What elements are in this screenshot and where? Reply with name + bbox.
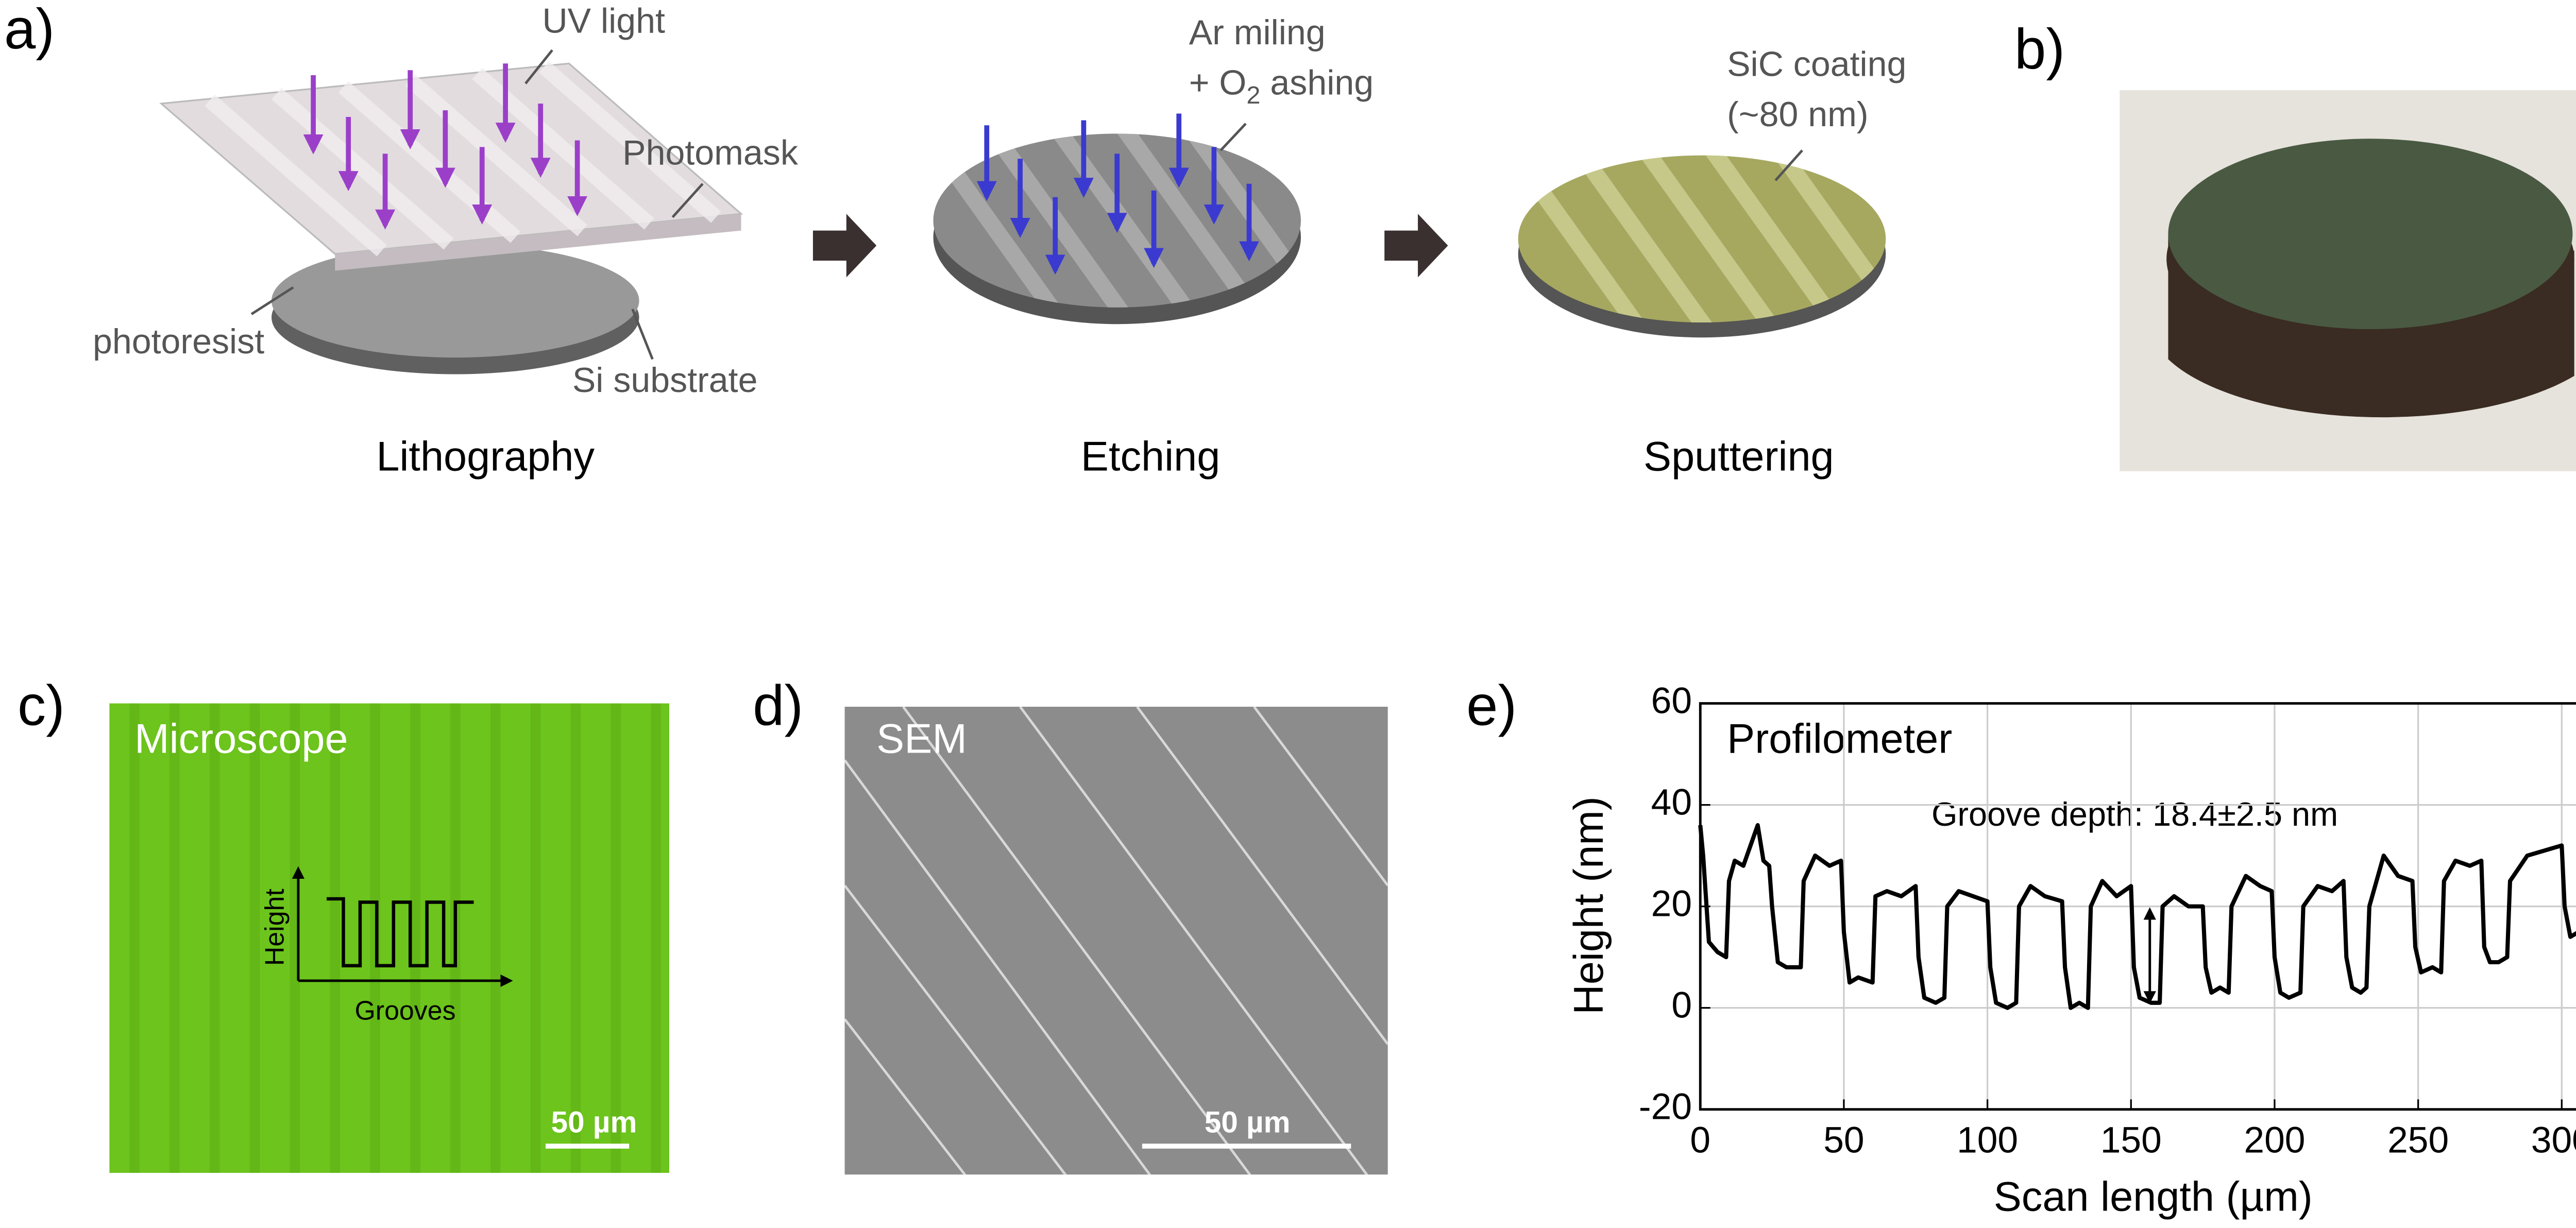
chart-title: Profilometer xyxy=(1727,716,1952,762)
x-tick-label: 300 xyxy=(2531,1119,2576,1161)
microscope-image xyxy=(109,703,669,1173)
step-label: Etching xyxy=(1081,433,1220,480)
inset-axis-label: Height xyxy=(259,889,289,966)
annotation: Photomask xyxy=(622,133,799,173)
sem-image xyxy=(844,707,1388,1175)
panel-label: c) xyxy=(18,674,65,738)
step-label: Lithography xyxy=(376,433,595,480)
image-title: Microscope xyxy=(134,716,348,762)
y-tick-label: 0 xyxy=(1671,985,1692,1026)
process-arrow xyxy=(812,214,877,278)
x-tick-label: 150 xyxy=(2100,1119,2162,1161)
subscript: 2 xyxy=(1246,81,1260,109)
image-title: SEM xyxy=(876,716,967,762)
y-tick-label: 60 xyxy=(1651,680,1692,721)
scale-bar-label: 50 µm xyxy=(551,1105,637,1139)
step-label: Sputtering xyxy=(1643,433,1834,480)
profile-line xyxy=(1698,823,2576,1010)
annotation-part: + O xyxy=(1189,63,1247,102)
x-axis-label: Scan length (µm) xyxy=(1994,1173,2313,1220)
chart-annotation: Groove depth: 18.4±2.5 nm xyxy=(1931,795,2338,833)
process-arrow xyxy=(1384,214,1448,278)
annotation: (~80 nm) xyxy=(1727,95,1868,134)
annotation: Ar miling xyxy=(1189,13,1326,52)
annotation: SiC coating xyxy=(1727,45,1906,84)
sample-photo xyxy=(2120,90,2576,471)
y-tick-label: 40 xyxy=(1651,781,1692,823)
panel-label: e) xyxy=(1466,674,1517,738)
panel-label: a) xyxy=(4,0,55,61)
annotation: + O2 ashing xyxy=(1189,63,1374,109)
panel-label: d) xyxy=(753,674,803,738)
y-tick-label: 20 xyxy=(1651,883,1692,924)
x-tick-label: 0 xyxy=(1690,1119,1710,1161)
plot-frame xyxy=(1699,702,2576,1111)
annotation-part: ashing xyxy=(1260,63,1374,102)
annotation: UV light xyxy=(542,1,665,40)
etching-illustration xyxy=(933,113,1301,325)
inset-axis-label: Grooves xyxy=(354,995,455,1025)
panel-label: b) xyxy=(2014,18,2065,81)
lithography-illustration xyxy=(159,49,743,374)
scale-bar-label: 50 µm xyxy=(1205,1105,1291,1139)
y-tick-label: -20 xyxy=(1639,1086,1692,1128)
x-tick-label: 250 xyxy=(2387,1119,2449,1161)
profile-chart: Profilometer Groove depth: 18.4±2.5 nm S… xyxy=(1566,680,2576,1220)
sputtering-illustration xyxy=(1518,149,1886,338)
x-tick-label: 100 xyxy=(1957,1119,2018,1161)
x-tick-label: 50 xyxy=(1823,1119,1864,1161)
y-axis-label: Height (nm) xyxy=(1566,796,1612,1015)
x-tick-label: 200 xyxy=(2244,1119,2305,1161)
annotation: photoresist xyxy=(93,322,264,361)
annotation: Si substrate xyxy=(572,361,758,400)
